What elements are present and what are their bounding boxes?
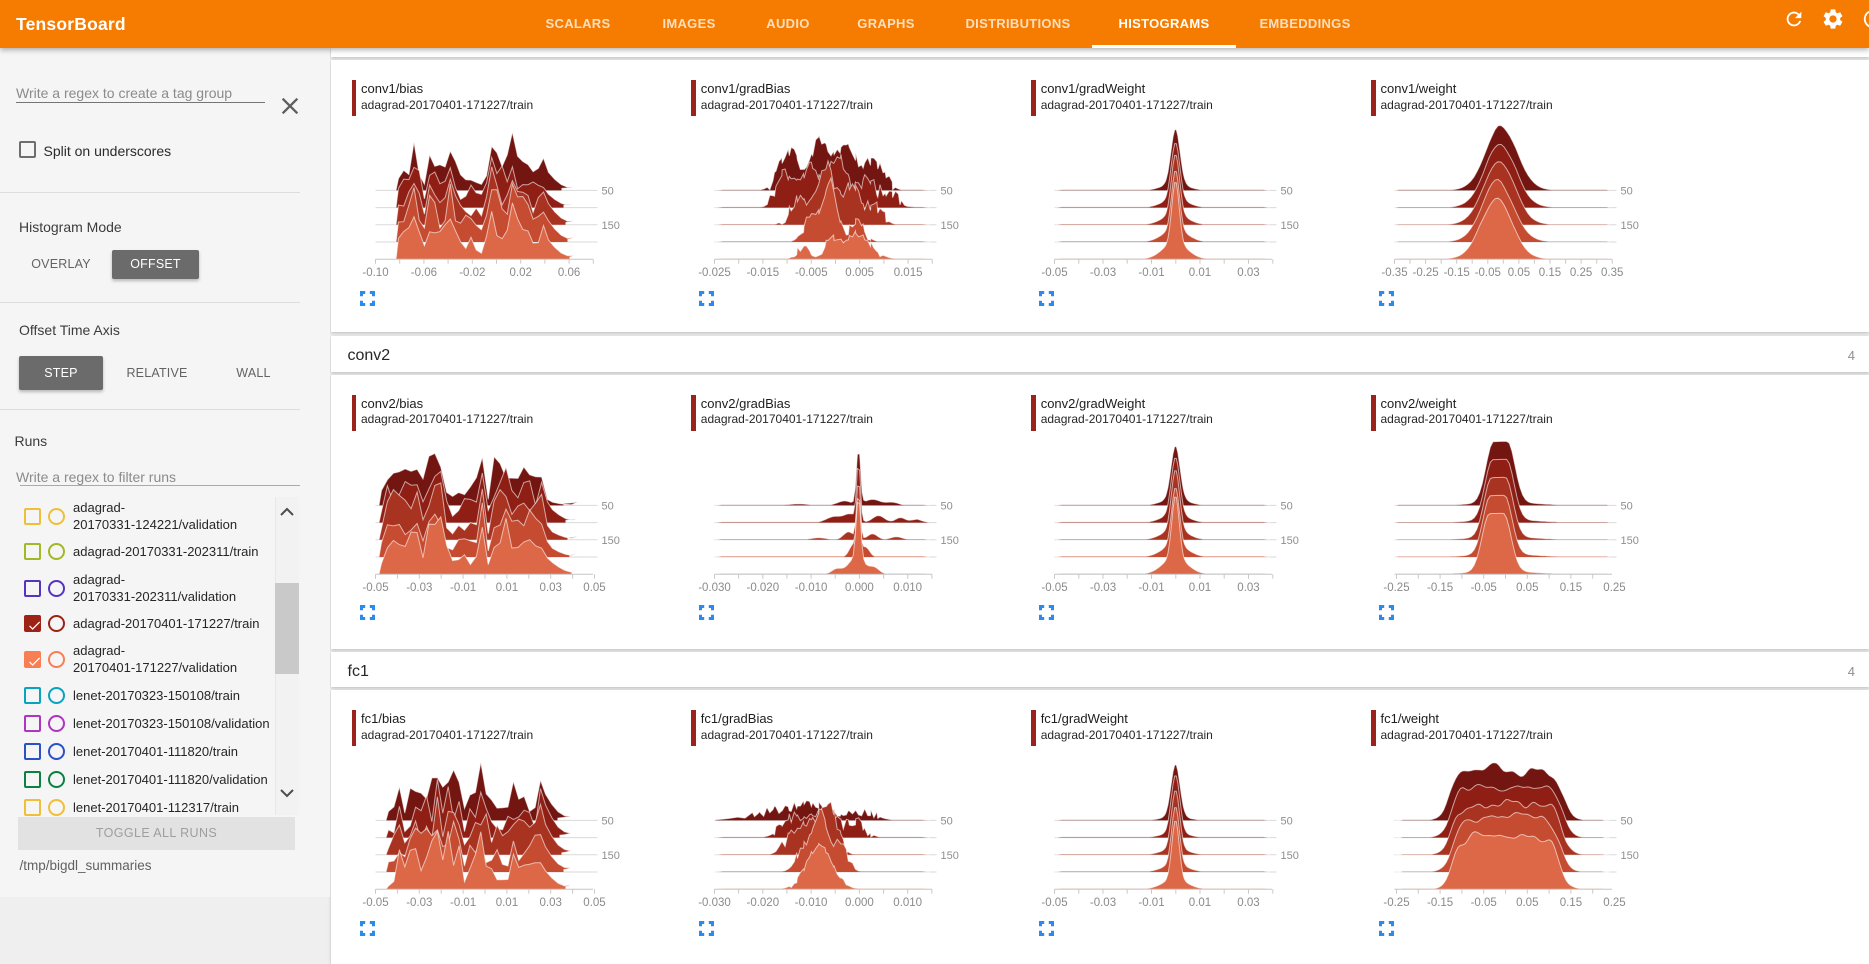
svg-text:-0.03: -0.03 <box>1090 267 1116 279</box>
svg-text:0.15: 0.15 <box>1539 267 1561 279</box>
svg-text:0.25: 0.25 <box>1603 582 1625 594</box>
svg-text:-0.05: -0.05 <box>1042 267 1068 279</box>
svg-text:-0.010: -0.010 <box>795 582 828 594</box>
svg-text:-0.05: -0.05 <box>362 582 388 594</box>
svg-text:-0.25: -0.25 <box>1412 267 1438 279</box>
svg-text:-0.05: -0.05 <box>1042 897 1068 909</box>
svg-text:0.01: 0.01 <box>1189 897 1211 909</box>
svg-text:50: 50 <box>1621 815 1633 827</box>
svg-text:150: 150 <box>941 850 959 862</box>
svg-text:-0.05: -0.05 <box>1475 267 1501 279</box>
svg-text:0.03: 0.03 <box>1237 582 1259 594</box>
svg-text:50: 50 <box>941 185 953 197</box>
svg-text:50: 50 <box>601 815 613 827</box>
svg-text:50: 50 <box>941 500 953 512</box>
svg-text:-0.15: -0.15 <box>1444 267 1470 279</box>
svg-text:-0.015: -0.015 <box>747 267 780 279</box>
svg-text:0.03: 0.03 <box>539 897 561 909</box>
svg-text:150: 150 <box>941 534 959 546</box>
svg-text:50: 50 <box>1621 500 1633 512</box>
svg-text:0.05: 0.05 <box>583 897 605 909</box>
svg-text:150: 150 <box>941 220 959 232</box>
svg-text:0.03: 0.03 <box>1237 897 1259 909</box>
svg-text:0.25: 0.25 <box>1570 267 1592 279</box>
svg-text:-0.010: -0.010 <box>795 897 828 909</box>
svg-text:-0.020: -0.020 <box>747 582 780 594</box>
svg-text:150: 150 <box>1281 534 1299 546</box>
svg-text:-0.025: -0.025 <box>698 267 731 279</box>
svg-text:-0.05: -0.05 <box>1471 897 1497 909</box>
svg-text:0.000: 0.000 <box>845 582 874 594</box>
svg-text:-0.030: -0.030 <box>698 582 731 594</box>
svg-text:0.01: 0.01 <box>1189 582 1211 594</box>
svg-text:-0.02: -0.02 <box>459 267 485 279</box>
svg-text:0.02: 0.02 <box>509 267 531 279</box>
svg-text:-0.01: -0.01 <box>449 897 475 909</box>
svg-text:-0.030: -0.030 <box>698 897 731 909</box>
svg-text:-0.05: -0.05 <box>1471 582 1497 594</box>
svg-text:0.015: 0.015 <box>894 267 923 279</box>
svg-text:-0.10: -0.10 <box>362 267 388 279</box>
svg-text:-0.06: -0.06 <box>410 267 436 279</box>
svg-text:50: 50 <box>601 500 613 512</box>
svg-text:-0.01: -0.01 <box>1139 897 1165 909</box>
svg-text:0.01: 0.01 <box>495 582 517 594</box>
svg-text:0.25: 0.25 <box>1603 897 1625 909</box>
svg-text:-0.020: -0.020 <box>747 897 780 909</box>
svg-text:150: 150 <box>1621 850 1639 862</box>
svg-text:150: 150 <box>1621 220 1639 232</box>
svg-text:-0.35: -0.35 <box>1381 267 1407 279</box>
svg-text:-0.03: -0.03 <box>1090 897 1116 909</box>
svg-text:150: 150 <box>601 534 619 546</box>
svg-text:0.06: 0.06 <box>557 267 579 279</box>
svg-text:150: 150 <box>1281 850 1299 862</box>
svg-text:-0.01: -0.01 <box>1139 267 1165 279</box>
svg-text:50: 50 <box>1621 185 1633 197</box>
svg-text:-0.15: -0.15 <box>1427 582 1453 594</box>
svg-text:150: 150 <box>601 850 619 862</box>
svg-text:-0.01: -0.01 <box>449 582 475 594</box>
svg-text:0.05: 0.05 <box>1516 582 1538 594</box>
svg-text:-0.03: -0.03 <box>1090 582 1116 594</box>
svg-text:0.15: 0.15 <box>1560 897 1582 909</box>
svg-text:0.35: 0.35 <box>1601 267 1623 279</box>
svg-text:0.03: 0.03 <box>1237 267 1259 279</box>
svg-text:0.03: 0.03 <box>539 582 561 594</box>
svg-text:0.005: 0.005 <box>846 267 875 279</box>
svg-text:50: 50 <box>1281 185 1293 197</box>
svg-text:0.05: 0.05 <box>1508 267 1530 279</box>
svg-text:150: 150 <box>601 220 619 232</box>
svg-text:0.05: 0.05 <box>1516 897 1538 909</box>
svg-text:-0.005: -0.005 <box>795 267 828 279</box>
svg-text:-0.25: -0.25 <box>1383 582 1409 594</box>
svg-text:-0.03: -0.03 <box>406 897 432 909</box>
svg-text:0.15: 0.15 <box>1560 582 1582 594</box>
svg-text:0.05: 0.05 <box>583 582 605 594</box>
svg-text:150: 150 <box>1621 534 1639 546</box>
svg-text:-0.01: -0.01 <box>1139 582 1165 594</box>
svg-text:0.010: 0.010 <box>894 582 923 594</box>
svg-text:0.01: 0.01 <box>1189 267 1211 279</box>
svg-text:50: 50 <box>1281 500 1293 512</box>
svg-text:-0.05: -0.05 <box>362 897 388 909</box>
svg-text:-0.05: -0.05 <box>1042 582 1068 594</box>
svg-text:-0.15: -0.15 <box>1427 897 1453 909</box>
svg-text:-0.03: -0.03 <box>406 582 432 594</box>
svg-text:50: 50 <box>601 185 613 197</box>
svg-text:-0.25: -0.25 <box>1383 897 1409 909</box>
svg-text:150: 150 <box>1281 220 1299 232</box>
svg-text:0.000: 0.000 <box>845 897 874 909</box>
svg-text:0.01: 0.01 <box>495 897 517 909</box>
svg-text:50: 50 <box>941 815 953 827</box>
svg-text:50: 50 <box>1281 815 1293 827</box>
svg-text:0.010: 0.010 <box>894 897 923 909</box>
